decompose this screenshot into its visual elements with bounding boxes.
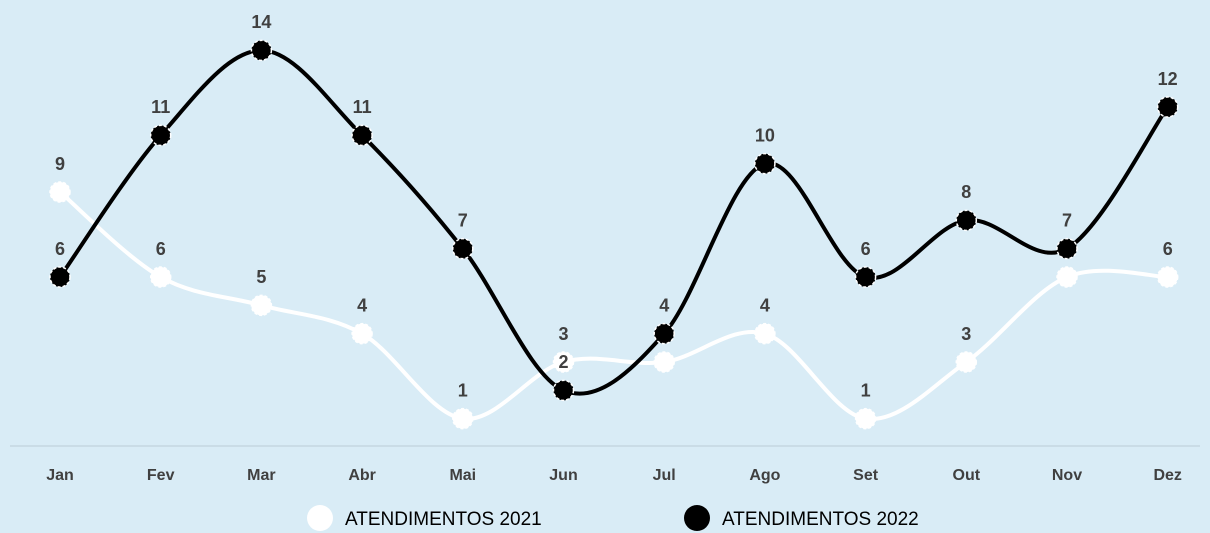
data-label: 3: [558, 324, 568, 344]
data-label: 3: [961, 324, 971, 344]
data-label: 14: [251, 12, 271, 32]
point: [754, 152, 776, 175]
x-tick-label: Abr: [348, 467, 376, 484]
x-tick-label: Set: [853, 467, 879, 484]
point: [754, 322, 776, 345]
point: [1156, 266, 1179, 288]
x-tick-label: Dez: [1153, 467, 1181, 484]
data-label: 7: [458, 210, 468, 230]
x-tick-label: Jul: [653, 467, 676, 484]
data-label: 5: [256, 267, 266, 287]
point: [552, 351, 575, 373]
point: [452, 407, 474, 430]
point: [854, 407, 877, 430]
point: [653, 322, 675, 345]
legend-label: ATENDIMENTOS 2021: [345, 509, 542, 530]
point: [351, 124, 373, 147]
x-tick-label: Jun: [549, 467, 577, 484]
data-label: 10: [755, 125, 775, 145]
x-tick-label: Mar: [247, 467, 275, 484]
legend-marker: [684, 505, 710, 531]
x-tick-label: Nov: [1052, 467, 1082, 484]
data-label: 9: [55, 154, 65, 174]
data-label: 12: [1158, 69, 1178, 89]
legend-label: ATENDIMENTOS 2022: [722, 509, 919, 530]
data-label: 6: [861, 239, 871, 259]
data-label: 4: [760, 295, 770, 315]
point: [653, 351, 675, 373]
point: [452, 237, 474, 260]
data-label: 4: [659, 295, 669, 315]
point: [1056, 266, 1078, 288]
data-label: 7: [1062, 210, 1072, 230]
point: [1056, 237, 1078, 260]
point: [149, 266, 172, 288]
data-label: 11: [151, 97, 170, 117]
point: [49, 266, 71, 288]
point: [250, 39, 273, 62]
point: [250, 294, 273, 317]
point: [351, 322, 373, 345]
data-label: 11: [353, 97, 372, 117]
x-tick-label: Jan: [46, 467, 74, 484]
data-label: 6: [1163, 239, 1173, 259]
x-tick-label: Fev: [147, 467, 175, 484]
point: [955, 209, 978, 232]
point: [1156, 96, 1179, 118]
point: [149, 124, 172, 147]
x-tick-label: Ago: [749, 467, 780, 484]
x-tick-label: Mai: [449, 467, 476, 484]
point: [552, 379, 575, 402]
data-label: 6: [156, 239, 166, 259]
data-label: 6: [55, 239, 65, 259]
point: [955, 351, 978, 373]
legend-marker: [307, 505, 333, 531]
point: [49, 181, 71, 203]
data-label: 1: [861, 380, 871, 400]
point: [854, 266, 877, 288]
data-label: 1: [458, 380, 468, 400]
series-line: [58, 48, 1170, 396]
data-label: 2: [558, 352, 568, 372]
data-label: 8: [961, 182, 971, 202]
data-label: 4: [357, 295, 367, 315]
x-tick-label: Out: [953, 467, 981, 484]
